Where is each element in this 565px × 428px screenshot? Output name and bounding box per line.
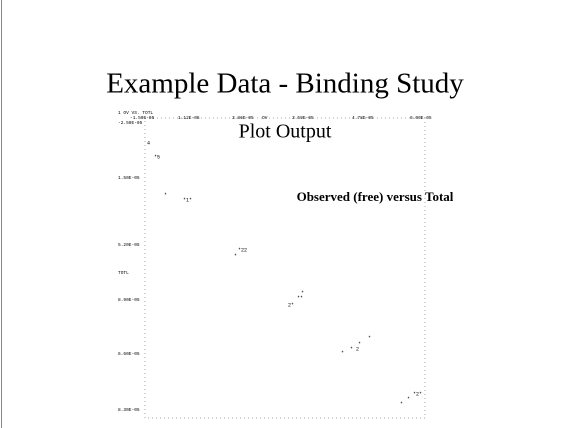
plot-marker: * — [301, 290, 304, 296]
plot-header: 1 OV VS. TOTL — [118, 110, 153, 116]
y-label: 8.30E-05 — [118, 407, 140, 413]
x-label: -1.50E-05 — [130, 115, 155, 121]
y-label: 6.60E-05 — [118, 351, 140, 357]
x-label: 3.86E-05 — [232, 115, 254, 121]
plot-marker: *2* — [413, 391, 422, 397]
plot-marker: *5 — [154, 154, 160, 160]
y-label: 1.50E-05 — [118, 175, 140, 181]
x-label: 1.12E-05 — [178, 115, 200, 121]
plot-marker: 4 — [147, 140, 150, 146]
y-label: 8.90E-05 — [118, 297, 140, 303]
plot-marker: * — [164, 192, 167, 198]
plot-marker: * — [341, 350, 344, 356]
plot-marker: *22 — [238, 247, 247, 253]
x-label: OV — [262, 115, 268, 121]
annotation: Observed (free) versus Total — [297, 189, 454, 204]
slide-subtitle: Plot Output — [239, 121, 332, 143]
y-label: TOTL — [118, 270, 129, 276]
plot-marker: * 2 — [350, 346, 359, 352]
plot-marker: 2* — [288, 302, 294, 308]
plot-marker: * — [368, 335, 371, 341]
x-label: 4.78E-05 — [352, 115, 374, 121]
plot-marker: * — [234, 253, 237, 259]
x-label: 3.59E-05 — [292, 115, 314, 121]
slide-title: Example Data - Binding Study — [106, 68, 464, 100]
plot-marker: * — [407, 396, 410, 402]
plot-marker: *1* — [183, 197, 192, 203]
plot-marker: * — [400, 401, 403, 407]
y-label: 5.20E-05 — [118, 242, 140, 248]
plot-marker: * — [358, 341, 361, 347]
plot-frame — [144, 117, 426, 419]
plot-marker: ** — [297, 295, 303, 301]
y-label: -2.50E-05 — [118, 120, 143, 126]
x-label: 6.00E-05 — [410, 115, 432, 121]
